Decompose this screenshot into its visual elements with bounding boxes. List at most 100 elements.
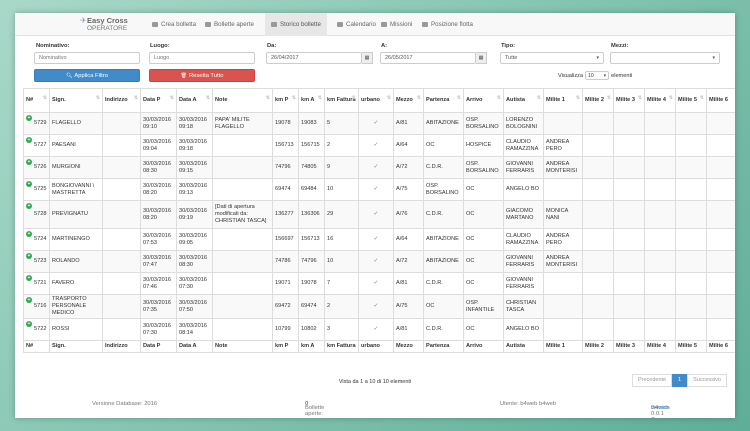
table-cell [212,134,273,157]
column-header[interactable]: km Fattura ⇅ [324,88,359,113]
column-header[interactable]: Autista ⇅ [503,88,544,113]
sort-icon: ⇅ [317,95,322,101]
mezzi-select[interactable]: ▾ [610,52,720,64]
table-cell: A/64 [393,134,424,157]
page-length-control: Visualizza 10 ▾ elementi [558,71,633,80]
expand-row-icon[interactable]: + [26,321,32,327]
expand-row-icon[interactable]: + [26,297,32,303]
table-cell: GIOVANNI FERRARIS [503,272,544,295]
table-cell [212,156,273,179]
table-cell: 30/03/2016 08:14 [176,318,213,341]
date-from-input[interactable]: 26/04/2017 [266,52,362,64]
sort-icon: ⇅ [456,95,461,101]
table-cell: 69472 [272,294,299,319]
column-header[interactable]: km P ⇅ [272,88,299,113]
column-header[interactable]: km A ⇅ [298,88,325,113]
table-cell: 74796 [298,250,325,273]
sort-icon: ⇅ [133,95,138,101]
table-cell [582,294,614,319]
calendar-icon[interactable]: ▦ [362,52,373,64]
column-header[interactable]: Sign. ⇅ [49,88,103,113]
nav-crea-bolletta[interactable]: Crea bolletta [147,13,201,36]
table-cell: 30/03/2016 08:30 [140,156,177,179]
expand-row-icon[interactable]: + [26,159,32,165]
column-header[interactable]: Milite 1 ⇅ [543,88,583,113]
table-info: Vista da 1 a 10 di 10 elementi [338,379,412,385]
column-header[interactable]: Partenza ⇅ [423,88,464,113]
column-header[interactable]: Mezzo ⇅ [393,88,424,113]
column-header[interactable]: Data P ⇅ [140,88,177,113]
urbano-check-icon: ✓ [358,318,394,341]
column-header[interactable]: urbano ⇅ [358,88,394,113]
table-cell: 30/03/2016 09:10 [140,112,177,135]
table-row[interactable]: +5727 PAESANI 30/03/2016 09:04 30/03/2016 0… [23,134,735,157]
nav-posizione-flotta[interactable]: Posizione flotta [417,13,478,36]
table-cell [212,272,273,295]
table-cell [644,272,676,295]
sort-icon: ⇅ [95,95,100,101]
column-header[interactable]: N# ⇅ [23,88,50,113]
table-row[interactable]: +5721 FAVERO 30/03/2016 07:46 30/03/2016 07… [23,272,735,295]
expand-row-icon[interactable]: + [26,253,32,259]
table-cell [543,318,583,341]
column-header[interactable]: Milite 3 ⇅ [613,88,645,113]
page-length-select[interactable]: 10 ▾ [585,71,610,80]
nominativo-input[interactable] [34,52,140,64]
nav-storico-bollette[interactable]: Storico bollette [265,13,327,36]
table-cell [543,294,583,319]
tipo-select[interactable]: Tutte ▾ [500,52,604,64]
table-row[interactable]: +5716 TRASPORTO PERSONALE MEDICO 30/03/201… [23,294,735,319]
table-row[interactable]: +5723 ROLANDO 30/03/2016 07:47 30/03/2016 0… [23,250,735,273]
column-header[interactable]: Note ⇅ [212,88,273,113]
table-cell: 7 [324,272,359,295]
column-header[interactable]: Data A ⇅ [176,88,213,113]
page-1-button[interactable]: 1 [672,374,688,387]
table-cell: 156713 [272,134,299,157]
table-cell: +5722 [23,318,50,341]
company-link[interactable]: B4web [651,405,669,411]
expand-row-icon[interactable]: + [26,275,32,281]
prev-page-button[interactable]: Precedente [631,374,673,387]
luogo-label: Luogo: [150,43,170,49]
table-row[interactable]: +5725 BONGIOVANNI \ MASTRETTA 30/03/2016 0… [23,178,735,201]
expand-row-icon[interactable]: + [26,115,32,121]
column-header[interactable]: Milite 6⇅ [706,88,735,113]
table-cell: 30/03/2016 09:19 [176,200,213,229]
table-cell [613,134,645,157]
column-header[interactable]: Milite 2 ⇅ [582,88,614,113]
column-header[interactable]: Milite 5 ⇅ [675,88,707,113]
column-header[interactable]: Milite 4 ⇅ [644,88,676,113]
table-cell: 19083 [298,112,325,135]
footer-column-label: Milite 2 [582,340,614,353]
expand-row-icon[interactable]: + [26,203,32,209]
chevron-down-icon: ▾ [596,55,599,61]
table-cell: 30/03/2016 09:18 [176,134,213,157]
nav-missioni[interactable]: Missioni [376,13,417,36]
table-row[interactable]: +5724 MARTINENGO 30/03/2016 07:53 30/03/201… [23,228,735,251]
date-to-input[interactable]: 26/05/2017 [380,52,476,64]
table-cell: +5724 [23,228,50,251]
footer-column-label: km A [298,340,325,353]
nav-bollette-aperte[interactable]: Bollette aperte [200,13,259,36]
expand-row-icon[interactable]: + [26,181,32,187]
column-header[interactable]: Arrivo ⇅ [463,88,504,113]
expand-row-icon[interactable]: + [26,231,32,237]
table-cell: PAPA' MILITE FLAGELLO [212,112,273,135]
expand-row-icon[interactable]: + [26,137,32,143]
apply-filter-button[interactable]: 🔍︎ Applica Filtro [34,69,140,82]
table-row[interactable]: +5722 ROSSI 30/03/2016 07:30 30/03/2016 08:… [23,318,735,341]
column-header[interactable]: Indirizzo ⇅ [102,88,141,113]
urbano-check-icon: ✓ [358,272,394,295]
table-cell: MURGIONI [49,156,103,179]
table-row[interactable]: +5728 PREVIGNATU 30/03/2016 08:20 30/03/201… [23,200,735,229]
reset-all-button[interactable]: 🗑︎ Resetta Tutto [149,69,255,82]
nav-calendario[interactable]: Calendario [332,13,381,36]
brand[interactable]: ✈ Easy Cross OPERATORE [80,17,151,32]
calendar-icon[interactable]: ▦ [476,52,487,64]
table-row[interactable]: +5726 MURGIONI 30/03/2016 08:30 30/03/2016 … [23,156,735,179]
table-row[interactable]: +5729 FLAGELLO 30/03/2016 09:10 30/03/2016 … [23,112,735,135]
table-cell: 30/03/2016 08:20 [140,178,177,201]
luogo-input[interactable] [149,52,255,64]
next-page-button[interactable]: Successivo [687,374,727,387]
